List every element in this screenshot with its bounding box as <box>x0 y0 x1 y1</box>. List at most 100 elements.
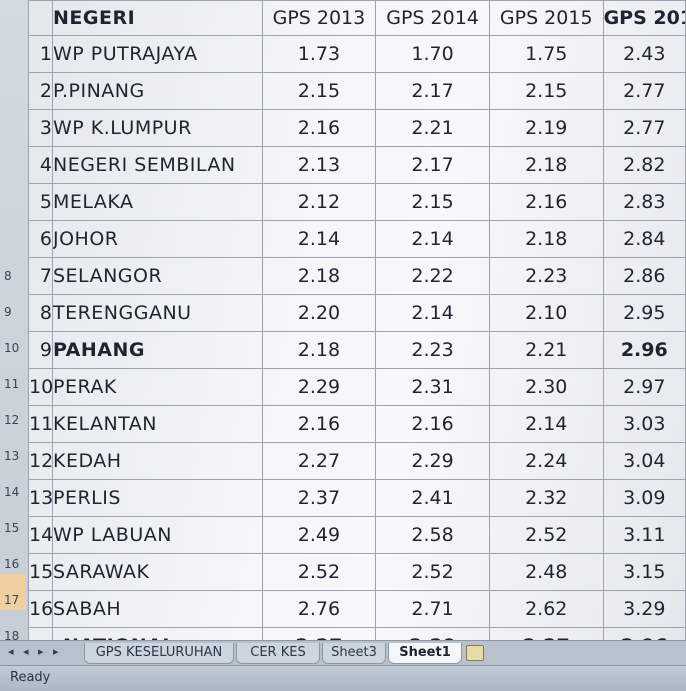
cell-negeri[interactable]: P.PINANG <box>51 72 263 110</box>
cell-gps2013[interactable]: 2.27 <box>261 442 377 480</box>
cell-gps2016[interactable]: 2.95 <box>602 294 686 332</box>
cell-gps2016[interactable]: 2.77 <box>602 72 686 110</box>
cell-gps2014[interactable]: 2.71 <box>375 590 490 628</box>
cell-gps2014[interactable]: 2.29 <box>375 627 490 640</box>
cell-gps2014[interactable]: 2.14 <box>375 220 490 258</box>
cell-gps2013[interactable]: 2.49 <box>261 516 377 554</box>
header-cell-gps2013[interactable]: GPS 2013 <box>261 0 377 36</box>
row-number[interactable] <box>0 0 26 34</box>
cell-gps2013[interactable]: 1.73 <box>261 35 377 73</box>
cell-gps2013[interactable]: 2.29 <box>261 368 377 406</box>
row-number[interactable] <box>0 178 26 214</box>
cell-no[interactable]: 6 <box>28 220 53 258</box>
cell-gps2013[interactable]: 2.16 <box>261 405 377 443</box>
cell-negeri[interactable]: NATIONAL <box>51 627 263 640</box>
cell-gps2015[interactable]: 2.30 <box>488 368 604 406</box>
cell-no[interactable]: 9 <box>28 331 53 369</box>
cell-gps2015[interactable]: 2.16 <box>488 183 604 221</box>
cell-gps2013[interactable]: 2.12 <box>261 183 377 221</box>
cell-gps2016[interactable]: 2.96 <box>602 331 686 369</box>
tab-gps-keseluruhan[interactable]: GPS KESELURUHAN <box>84 643 234 664</box>
cell-gps2016[interactable]: 2.77 <box>602 109 686 147</box>
cell-gps2014[interactable]: 2.41 <box>375 479 490 517</box>
insert-sheet-icon[interactable] <box>466 645 484 661</box>
cell-gps2013[interactable]: 2.14 <box>261 220 377 258</box>
cell-gps2015[interactable]: 2.21 <box>488 331 604 369</box>
cell-gps2014[interactable]: 2.16 <box>375 405 490 443</box>
cell-no[interactable]: 8 <box>28 294 53 332</box>
row-number[interactable]: 13 <box>4 449 20 463</box>
cell-no[interactable]: 14 <box>28 516 53 554</box>
cell-negeri[interactable]: KELANTAN <box>51 405 263 443</box>
cell-no[interactable] <box>28 627 53 640</box>
cell-no[interactable]: 11 <box>28 405 53 443</box>
cell-gps2015[interactable]: 2.18 <box>488 146 604 184</box>
cell-negeri[interactable]: PERAK <box>51 368 263 406</box>
cell-no[interactable]: 7 <box>28 257 53 295</box>
cell-gps2016[interactable]: 2.43 <box>602 35 686 73</box>
cell-gps2015[interactable]: 2.14 <box>488 405 604 443</box>
cell-gps2013[interactable]: 2.16 <box>261 109 377 147</box>
cell-no[interactable]: 16 <box>28 590 53 628</box>
cell-no[interactable]: 10 <box>28 368 53 406</box>
cell-no[interactable]: 12 <box>28 442 53 480</box>
row-number[interactable]: 17 <box>0 574 26 610</box>
cell-gps2014[interactable]: 2.31 <box>375 368 490 406</box>
cell-gps2014[interactable]: 2.17 <box>375 72 490 110</box>
row-number[interactable]: 12 <box>4 413 20 427</box>
header-cell-no[interactable] <box>28 0 53 36</box>
row-number[interactable]: 11 <box>4 377 20 391</box>
header-cell-negeri[interactable]: NEGERI <box>51 0 263 36</box>
row-number[interactable] <box>0 70 26 106</box>
row-number[interactable]: 10 <box>4 341 20 355</box>
header-cell-gps2014[interactable]: GPS 2014 <box>375 0 490 36</box>
cell-negeri[interactable]: PAHANG <box>51 331 263 369</box>
cell-gps2015[interactable]: 1.75 <box>488 35 604 73</box>
cell-gps2016[interactable]: 3.03 <box>602 405 686 443</box>
cell-negeri[interactable]: KEDAH <box>51 442 263 480</box>
tab-sheet3[interactable]: Sheet3 <box>322 643 386 664</box>
cell-gps2015[interactable]: 2.48 <box>488 553 604 591</box>
header-cell-gps2016[interactable]: GPS 2016 <box>602 0 686 36</box>
tab-cer-kes[interactable]: CER KES <box>236 643 320 664</box>
header-cell-gps2015[interactable]: GPS 2015 <box>488 0 604 36</box>
cell-no[interactable]: 13 <box>28 479 53 517</box>
cell-gps2013[interactable]: 2.13 <box>261 146 377 184</box>
cell-gps2014[interactable]: 2.21 <box>375 109 490 147</box>
cell-gps2016[interactable]: 2.86 <box>602 257 686 295</box>
cell-gps2016[interactable]: 2.96 <box>602 627 686 640</box>
row-number[interactable]: 9 <box>4 305 12 319</box>
cell-gps2014[interactable]: 2.17 <box>375 146 490 184</box>
row-number[interactable] <box>0 106 26 142</box>
cell-gps2014[interactable]: 2.22 <box>375 257 490 295</box>
cell-gps2015[interactable]: 2.23 <box>488 257 604 295</box>
cell-gps2015[interactable]: 2.24 <box>488 442 604 480</box>
cell-gps2016[interactable]: 3.15 <box>602 553 686 591</box>
cell-negeri[interactable]: SELANGOR <box>51 257 263 295</box>
cell-negeri[interactable]: TERENGGANU <box>51 294 263 332</box>
cell-gps2016[interactable]: 2.84 <box>602 220 686 258</box>
cell-negeri[interactable]: NEGERI SEMBILAN <box>51 146 263 184</box>
cell-gps2016[interactable]: 2.83 <box>602 183 686 221</box>
cell-gps2013[interactable]: 2.52 <box>261 553 377 591</box>
cell-negeri[interactable]: SARAWAK <box>51 553 263 591</box>
cell-negeri[interactable]: WP PUTRAJAYA <box>51 35 263 73</box>
cell-no[interactable]: 15 <box>28 553 53 591</box>
row-number[interactable]: 8 <box>4 269 12 283</box>
cell-negeri[interactable]: WP K.LUMPUR <box>51 109 263 147</box>
cell-gps2015[interactable]: 2.18 <box>488 220 604 258</box>
row-number[interactable] <box>0 34 26 70</box>
cell-gps2015[interactable]: 2.27 <box>488 627 604 640</box>
cell-gps2016[interactable]: 2.97 <box>602 368 686 406</box>
cell-gps2016[interactable]: 3.04 <box>602 442 686 480</box>
cell-no[interactable]: 2 <box>28 72 53 110</box>
cell-negeri[interactable]: JOHOR <box>51 220 263 258</box>
row-number[interactable]: 16 <box>4 557 20 571</box>
cell-no[interactable]: 4 <box>28 146 53 184</box>
cell-no[interactable]: 3 <box>28 109 53 147</box>
cell-gps2015[interactable]: 2.15 <box>488 72 604 110</box>
cell-negeri[interactable]: WP LABUAN <box>51 516 263 554</box>
cell-gps2016[interactable]: 3.09 <box>602 479 686 517</box>
cell-gps2013[interactable]: 2.18 <box>261 331 377 369</box>
cell-gps2014[interactable]: 2.14 <box>375 294 490 332</box>
